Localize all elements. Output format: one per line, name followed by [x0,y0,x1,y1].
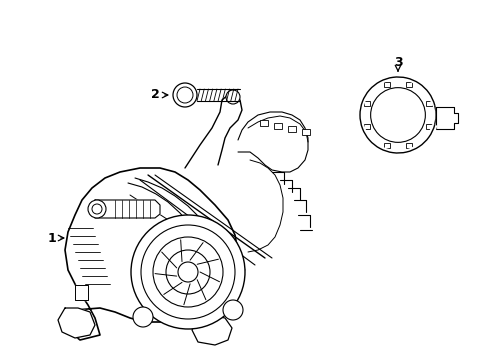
Circle shape [133,307,153,327]
Polygon shape [62,168,238,340]
Circle shape [226,90,240,104]
Bar [364,124,370,129]
Circle shape [173,83,197,107]
Bar [406,82,412,87]
Bar [426,101,432,106]
Bar [274,123,282,129]
Circle shape [131,215,245,329]
Circle shape [370,87,425,142]
Circle shape [360,77,436,153]
Circle shape [223,300,243,320]
Bar [384,82,390,87]
Bar [288,126,296,132]
Polygon shape [436,107,458,129]
Text: 1: 1 [48,231,56,244]
Bar [364,101,370,106]
Circle shape [178,262,198,282]
Bar [406,143,412,148]
Text: 2: 2 [150,89,159,102]
Circle shape [88,200,106,218]
Bar [384,143,390,148]
Bar [302,129,310,135]
Polygon shape [192,315,232,345]
Text: 3: 3 [393,55,402,68]
Bar [426,124,432,129]
Polygon shape [75,285,88,300]
Polygon shape [58,308,95,338]
Polygon shape [95,200,160,218]
Bar [260,120,268,126]
